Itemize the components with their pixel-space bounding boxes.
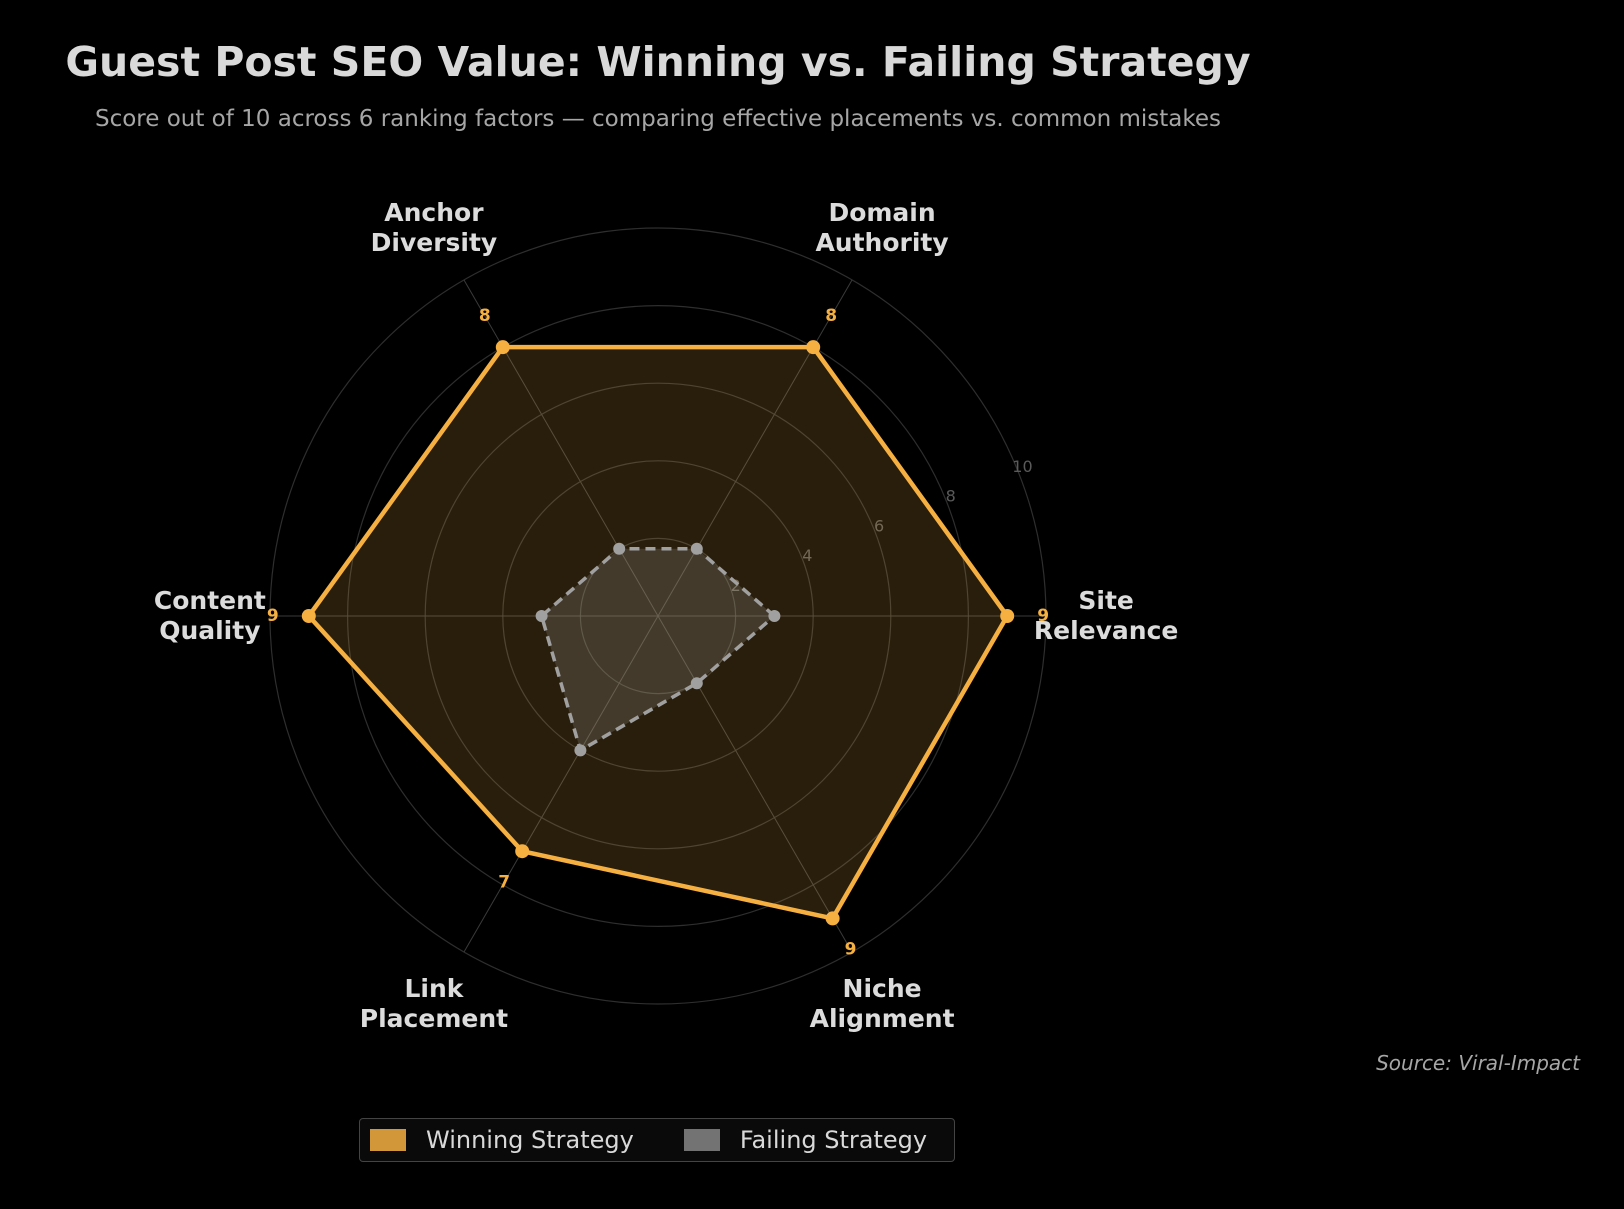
category-label: Niche Alignment xyxy=(809,974,955,1034)
value-label: 9 xyxy=(267,606,279,626)
data-point xyxy=(613,542,626,555)
chart-title: Guest Post SEO Value: Winning vs. Failin… xyxy=(65,38,1251,86)
r-tick-label: 2 xyxy=(731,576,741,595)
chart-subtitle: Score out of 10 across 6 ranking factors… xyxy=(94,106,1222,132)
value-label: 9 xyxy=(845,940,857,960)
source-note: Source: Viral-Impact xyxy=(1376,1051,1580,1075)
category-label: Link Placement xyxy=(359,974,509,1034)
value-label: 9 xyxy=(1037,606,1049,626)
r-tick-label: 8 xyxy=(946,487,956,506)
r-tick-label: 6 xyxy=(874,516,884,535)
data-point xyxy=(768,610,781,622)
value-label: 8 xyxy=(479,306,491,326)
r-tick-label: 10 xyxy=(1012,457,1032,476)
spoke xyxy=(463,279,659,617)
legend-swatch xyxy=(683,1129,720,1151)
category-label: Site Relevance xyxy=(1033,586,1179,645)
spoke xyxy=(657,615,853,953)
value-label: 8 xyxy=(825,306,837,326)
legend-item: Failing Strategy xyxy=(683,1126,928,1154)
data-point xyxy=(690,677,703,690)
legend-swatch xyxy=(370,1129,406,1151)
legend-label: Winning Strategy xyxy=(426,1126,634,1154)
spoke xyxy=(657,279,853,617)
category-label: Content Quality xyxy=(153,586,266,645)
data-point xyxy=(515,844,530,859)
data-point xyxy=(825,911,840,926)
data-point xyxy=(690,542,703,555)
category-label: Anchor Diversity xyxy=(370,197,498,257)
data-point xyxy=(574,744,587,757)
data-point xyxy=(535,610,548,622)
data-point xyxy=(1000,609,1015,623)
spoke xyxy=(463,615,659,953)
data-point xyxy=(495,340,510,355)
legend: Winning Strategy Failing Strategy xyxy=(359,1118,955,1162)
category-label: Domain Authority xyxy=(815,197,949,257)
legend-label: Failing Strategy xyxy=(739,1126,928,1154)
legend-item: Winning Strategy xyxy=(370,1126,634,1154)
r-tick-label: 4 xyxy=(802,546,812,565)
value-label: 7 xyxy=(498,872,510,892)
data-point xyxy=(301,609,316,623)
data-point xyxy=(806,340,821,355)
